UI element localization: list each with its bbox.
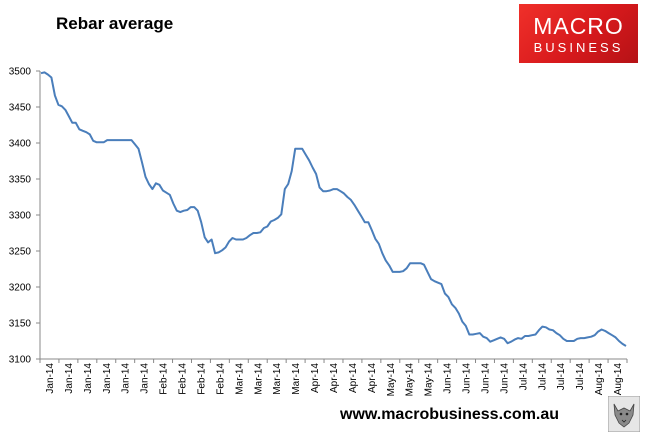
- x-tick-label: Jun-14: [443, 363, 454, 394]
- macrobusiness-logo: MACRO BUSINESS: [519, 4, 638, 63]
- x-tick-label: Jun-14: [499, 363, 510, 394]
- x-tick-label: Apr-14: [348, 363, 359, 393]
- x-tick-label: Jan-14: [83, 363, 94, 394]
- x-tick-label: May-14: [424, 363, 435, 397]
- y-tick-label: 3450: [9, 103, 32, 114]
- y-axis-ticks: 3100 3150 3200 3250 3300 3350 3400 3450 3500: [9, 67, 40, 366]
- wolf-icon: [608, 396, 640, 432]
- x-tick-label: Jan-14: [45, 363, 56, 394]
- x-tick-label: Mar-14: [234, 363, 245, 395]
- y-tick-label: 3400: [9, 139, 32, 150]
- x-tick-label: Mar-14: [272, 363, 283, 395]
- y-tick-label: 3250: [9, 247, 32, 258]
- logo-line2: BUSINESS: [533, 40, 624, 55]
- x-tick-label: Jun-14: [462, 363, 473, 394]
- x-tick-label: Feb-14: [196, 363, 207, 395]
- x-tick-label: Aug-14: [594, 363, 605, 396]
- logo-line1: MACRO: [533, 13, 624, 39]
- x-tick-label: May-14: [386, 363, 397, 397]
- x-tick-label: Jul-14: [518, 363, 529, 391]
- y-tick-label: 3100: [9, 355, 32, 366]
- x-tick-label: Mar-14: [291, 363, 302, 395]
- y-tick-label: 3350: [9, 175, 32, 186]
- y-tick-label: 3300: [9, 211, 32, 222]
- x-tick-label: Apr-14: [367, 363, 378, 393]
- x-tick-label: Jan-14: [102, 363, 113, 394]
- x-tick-label: Feb-14: [215, 363, 226, 395]
- x-tick-label: Jul-14: [575, 363, 586, 391]
- x-tick-label: Jul-14: [537, 363, 548, 391]
- x-tick-label: Apr-14: [310, 363, 321, 393]
- x-tick-label: May-14: [405, 363, 416, 397]
- x-tick-label: Aug-14: [613, 363, 624, 396]
- chart-axes: [39, 71, 627, 360]
- rebar-series-line: [40, 71, 627, 347]
- x-tick-label: Jun-14: [480, 363, 491, 394]
- x-axis-ticks: Jan-14 Jan-14 Jan-14 Jan-14 Jan-14 Jan-14 Feb-…: [39, 359, 628, 397]
- plot-area: [40, 71, 627, 347]
- y-tick-label: 3150: [9, 319, 32, 330]
- y-tick-label: 3200: [9, 283, 32, 294]
- x-tick-label: Jan-14: [121, 363, 132, 394]
- x-tick-label: Apr-14: [329, 363, 340, 393]
- chart-title: Rebar average: [56, 14, 174, 33]
- x-tick-label: Jul-14: [556, 363, 567, 391]
- y-tick-label: 3500: [9, 67, 32, 78]
- website-url: www.macrobusiness.com.au: [340, 406, 560, 423]
- x-tick-label: Feb-14: [178, 363, 189, 395]
- x-tick-label: Mar-14: [253, 363, 264, 395]
- x-tick-label: Jan-14: [140, 363, 151, 394]
- x-tick-label: Jan-14: [64, 363, 75, 394]
- x-tick-label: Feb-14: [159, 363, 170, 395]
